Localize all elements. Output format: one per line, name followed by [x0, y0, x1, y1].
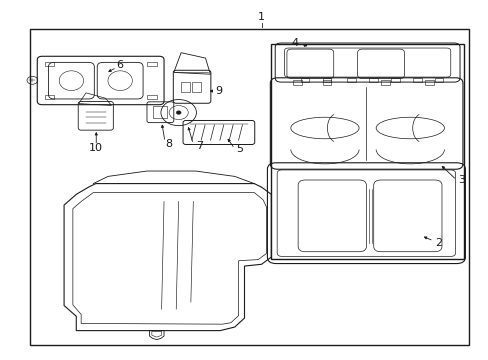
Bar — [44, 95, 54, 99]
Bar — [434, 78, 443, 82]
Bar — [424, 80, 433, 85]
Bar — [368, 78, 377, 82]
Bar — [147, 62, 157, 66]
Bar — [412, 78, 421, 82]
Text: 1: 1 — [258, 12, 264, 22]
Bar — [153, 107, 167, 118]
Bar — [181, 82, 189, 92]
Text: 10: 10 — [89, 143, 102, 153]
Text: 5: 5 — [236, 144, 243, 154]
Bar — [346, 78, 355, 82]
Bar — [30, 30, 468, 345]
Bar — [192, 82, 201, 92]
Bar — [390, 78, 399, 82]
Text: 2: 2 — [434, 238, 441, 248]
Text: 7: 7 — [196, 141, 203, 151]
Text: 6: 6 — [117, 60, 123, 70]
Text: 3: 3 — [457, 175, 464, 185]
Text: 9: 9 — [215, 86, 222, 96]
Bar — [293, 80, 302, 85]
Bar — [147, 95, 157, 99]
Text: 4: 4 — [290, 38, 298, 48]
Bar — [380, 80, 389, 85]
Bar — [322, 78, 330, 82]
Bar — [44, 62, 54, 66]
Bar — [271, 44, 463, 259]
Circle shape — [176, 111, 181, 114]
Text: 8: 8 — [165, 139, 172, 149]
Bar — [300, 78, 309, 82]
Bar — [322, 80, 330, 85]
